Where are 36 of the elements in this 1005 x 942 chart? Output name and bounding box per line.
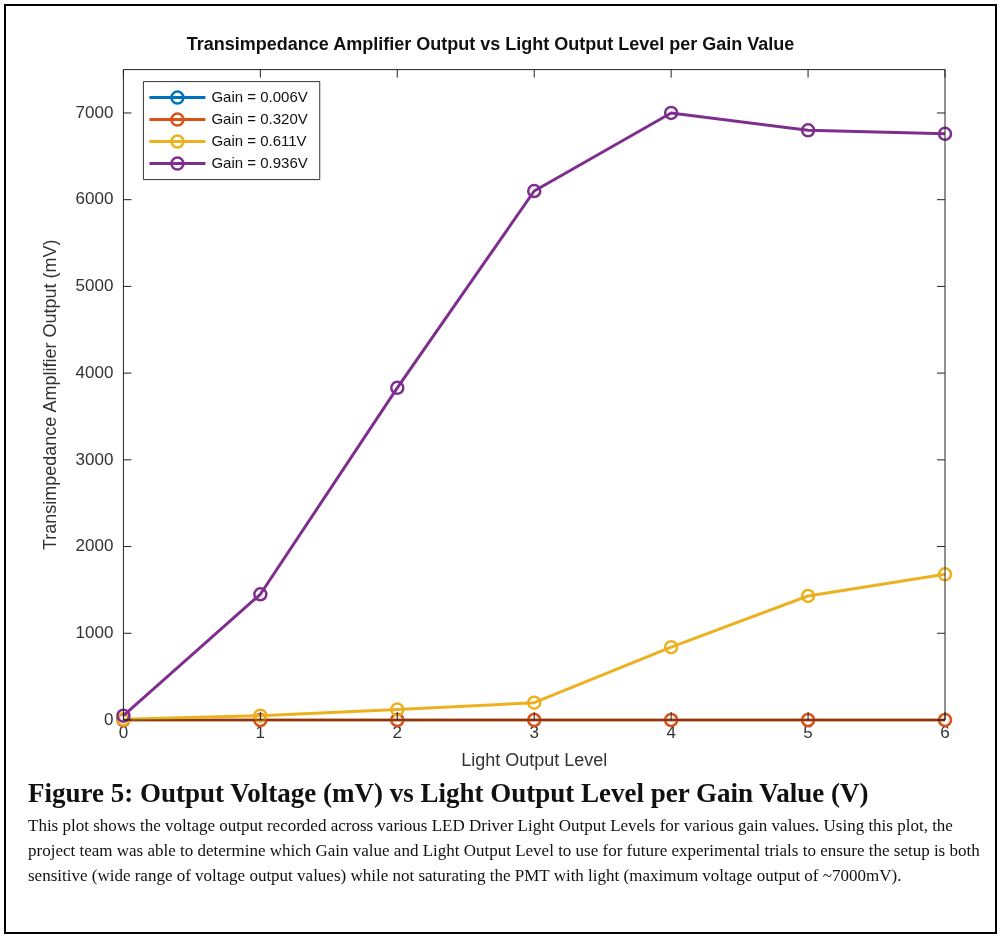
x-axis-title: Light Output Level xyxy=(461,750,608,771)
point xyxy=(937,126,953,142)
point xyxy=(937,567,953,582)
point xyxy=(800,712,816,728)
text: This plot shows the voltage output recorded across various LED Driver Light Output Levels for various gain values. Using this plot, the project team was able to determine which Gain value and Light Output Level to use for future experimental trials to ensure the setup is both sensitive (wide range of voltage output values) while not saturating the PMT with light (maximum voltage output of ~7000mV). xyxy=(28,815,981,887)
point xyxy=(663,639,679,655)
x-tick-label: 6 xyxy=(940,722,950,742)
y-tick-label: 3000 xyxy=(75,449,114,469)
point xyxy=(390,702,405,717)
point xyxy=(116,708,131,723)
y-tick-label: 4000 xyxy=(75,362,114,382)
point xyxy=(937,712,953,728)
legend-label: Gain = 0.320V xyxy=(211,109,308,127)
point xyxy=(526,712,542,728)
y-tick-label: 0 xyxy=(103,709,114,729)
x-tick-label: 4 xyxy=(666,722,676,742)
legend-label: Gain = 0.936V xyxy=(211,153,308,171)
caption: Figure 5: Output Voltage (mV) vs Light Output Level per Gain Value (V) xyxy=(28,778,870,809)
point xyxy=(253,587,268,602)
point xyxy=(800,123,816,138)
y-tick-label: 6000 xyxy=(75,189,114,209)
legend-label: Gain = 0.006V xyxy=(211,87,308,105)
y-tick-label: 5000 xyxy=(75,276,114,296)
y-tick-label: 7000 xyxy=(75,102,114,122)
chart-title: Transimpedance Amplifier Output vs Light Output Level per Gain Value xyxy=(186,33,795,54)
point xyxy=(253,708,268,723)
y-axis-title: Transimpedance Amplifier Output (mV) xyxy=(39,239,60,551)
legend-label: Gain = 0.611V xyxy=(211,131,307,149)
point xyxy=(390,380,405,396)
point xyxy=(526,695,542,710)
point xyxy=(526,183,542,199)
point xyxy=(663,712,679,728)
point xyxy=(800,588,816,604)
y-tick-label: 2000 xyxy=(75,536,114,556)
y-tick-label: 1000 xyxy=(75,622,114,642)
point xyxy=(663,105,679,121)
